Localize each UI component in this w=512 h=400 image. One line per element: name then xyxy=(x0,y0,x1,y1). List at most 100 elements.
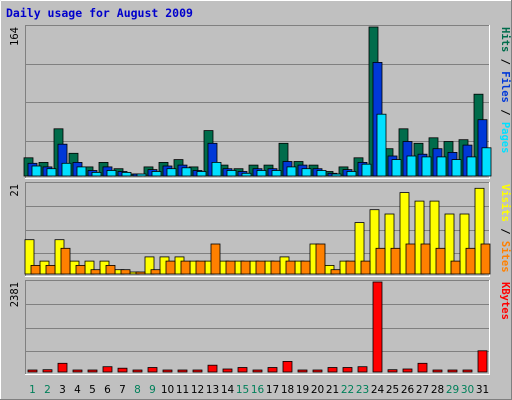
bar-pages-day-17 xyxy=(271,170,282,177)
bar-pages-day-23 xyxy=(361,163,372,177)
x-tick-label: 2 xyxy=(44,384,51,396)
bar-pages-day-7 xyxy=(121,171,132,177)
bar-pages-day-3 xyxy=(61,162,72,177)
x-tick-label: 5 xyxy=(89,384,96,396)
bar-sites-day-20 xyxy=(315,243,326,275)
bar-visits-day-30 xyxy=(459,213,470,275)
bar-pages-day-11 xyxy=(181,167,192,177)
bar-pages-day-18 xyxy=(286,166,297,177)
bar-sites-day-29 xyxy=(450,260,461,275)
x-tick-label: 1 xyxy=(29,384,36,396)
x-tick-label: 19 xyxy=(296,384,309,396)
bar-pages-day-10 xyxy=(166,168,177,177)
bar-kbytes-day-28 xyxy=(432,369,443,373)
bar-pages-day-24 xyxy=(376,113,387,177)
bar-pages-day-9 xyxy=(151,171,162,177)
x-tick-label: 4 xyxy=(74,384,81,396)
bar-kbytes-day-3 xyxy=(57,362,68,373)
x-tick-label: 17 xyxy=(266,384,279,396)
x-tick-label: 14 xyxy=(221,384,235,396)
bar-visits-day-9 xyxy=(144,256,155,275)
x-tick-label: 6 xyxy=(104,384,111,396)
bar-kbytes-day-7 xyxy=(117,367,128,373)
x-tick-label: 8 xyxy=(134,384,141,396)
x-tick-label: 27 xyxy=(416,384,429,396)
bar-sites-day-3 xyxy=(60,247,71,275)
legend-entry-hits: Hits xyxy=(499,27,511,52)
bar-kbytes-day-18 xyxy=(282,360,293,373)
x-tick-label: 11 xyxy=(176,384,189,396)
bar-sites-day-8 xyxy=(135,271,146,275)
bar-kbytes-day-20 xyxy=(312,369,323,373)
bar-sites-day-11 xyxy=(180,260,191,275)
bar-kbytes-day-22 xyxy=(342,367,353,373)
bar-sites-day-28 xyxy=(435,247,446,275)
bar-sites-day-18 xyxy=(285,260,296,275)
x-tick-label: 10 xyxy=(161,384,174,396)
x-tick-label: 18 xyxy=(281,384,294,396)
bar-kbytes-day-21 xyxy=(327,367,338,373)
bar-pages-day-29 xyxy=(451,159,462,177)
bar-sites-day-5 xyxy=(90,269,101,275)
bar-pages-day-1 xyxy=(31,165,42,177)
x-tick-label: 30 xyxy=(461,384,474,396)
bar-pages-day-25 xyxy=(391,159,402,177)
x-tick-label: 22 xyxy=(341,384,354,396)
bar-sites-day-9 xyxy=(150,269,161,275)
bar-kbytes-day-15 xyxy=(237,367,248,373)
bar-pages-day-31 xyxy=(481,147,492,177)
bar-visits-day-31 xyxy=(474,187,485,275)
bar-kbytes-day-25 xyxy=(387,369,398,373)
bar-sites-day-1 xyxy=(30,264,41,275)
x-tick-label: 29 xyxy=(446,384,459,396)
bar-visits-day-29 xyxy=(444,213,455,275)
bar-pages-day-19 xyxy=(301,168,312,177)
bar-visits-day-27 xyxy=(414,200,425,275)
bar-kbytes-day-6 xyxy=(102,366,113,373)
x-tick-label: 20 xyxy=(311,384,324,396)
bar-sites-day-19 xyxy=(300,260,311,275)
bar-kbytes-day-24 xyxy=(372,281,383,373)
bar-visits-day-24 xyxy=(369,209,380,275)
bar-kbytes-day-5 xyxy=(87,369,98,373)
panel-ymax-label: 21 xyxy=(9,184,21,197)
bar-sites-day-4 xyxy=(75,264,86,275)
legend-entry-sites: Sites xyxy=(499,241,511,273)
panel-legend: Hits / Files / Pages xyxy=(499,27,511,153)
bar-kbytes-day-19 xyxy=(297,369,308,373)
bar-sites-day-25 xyxy=(390,247,401,275)
bar-pages-day-2 xyxy=(46,168,57,177)
bar-pages-day-15 xyxy=(241,172,252,177)
x-tick-label: 31 xyxy=(476,384,489,396)
panel-hits: 164 Hits / Files / Pages xyxy=(9,25,511,179)
x-tick-label: 9 xyxy=(149,384,156,396)
bar-kbytes-day-31 xyxy=(477,350,488,373)
bar-pages-day-12 xyxy=(196,171,207,177)
panel-ymax-label: 2381 xyxy=(9,282,21,307)
chart-title: Daily usage for August 2009 xyxy=(6,6,193,20)
bar-sites-day-2 xyxy=(45,264,56,275)
bar-sites-day-26 xyxy=(405,243,416,275)
bar-kbytes-day-12 xyxy=(192,369,203,373)
x-tick-label: 26 xyxy=(401,384,415,396)
bar-sites-day-15 xyxy=(240,260,251,275)
bar-sites-day-6 xyxy=(105,264,116,275)
x-tick-label: 21 xyxy=(326,384,339,396)
bar-visits-day-26 xyxy=(399,192,410,275)
legend-entry-kbytes: KBytes xyxy=(499,282,511,320)
bar-sites-day-7 xyxy=(120,269,131,275)
bar-kbytes-day-11 xyxy=(177,369,188,373)
bar-sites-day-12 xyxy=(195,260,206,275)
bar-kbytes-day-26 xyxy=(402,368,413,373)
bar-kbytes-day-16 xyxy=(252,369,263,373)
bar-visits-day-23 xyxy=(354,222,365,275)
bar-kbytes-day-17 xyxy=(267,367,278,373)
bar-pages-day-22 xyxy=(346,171,357,177)
bar-visits-day-25 xyxy=(384,213,395,275)
panel-legend: KBytes xyxy=(499,282,511,320)
x-tick-label: 16 xyxy=(251,384,265,396)
x-tick-label: 12 xyxy=(191,384,204,396)
bar-pages-day-16 xyxy=(256,170,267,177)
